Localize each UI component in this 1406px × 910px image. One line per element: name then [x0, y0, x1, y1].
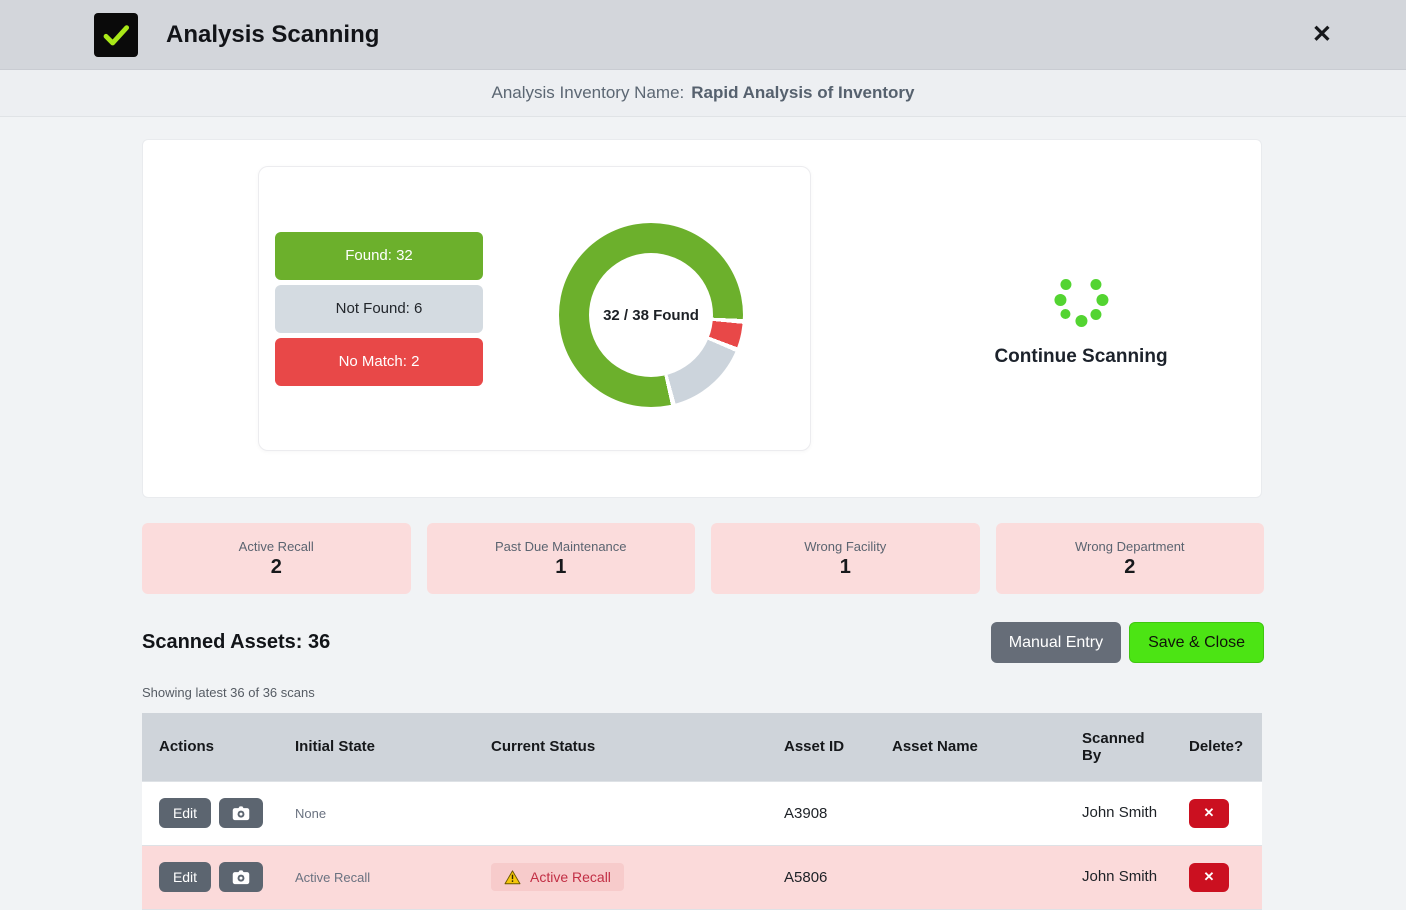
scanned-assets-table: Actions Initial State Current Status Ass… — [142, 713, 1262, 909]
scanned-assets-header: Scanned Assets: 36 Manual Entry Save & C… — [142, 622, 1264, 663]
continue-scanning-label: Continue Scanning — [994, 346, 1168, 367]
scanned-by-cell: John Smith — [1065, 780, 1172, 845]
found-count-button[interactable]: Found: 32 — [275, 231, 483, 280]
col-initial-state: Initial State — [278, 713, 474, 781]
scanned-assets-heading: Scanned Assets: 36 — [142, 631, 331, 653]
modal-title: Analysis Scanning — [166, 20, 380, 48]
continue-scanning-button[interactable]: Continue Scanning — [994, 270, 1168, 368]
active-recall-badge: Active Recall — [491, 863, 624, 892]
showing-scans-text: Showing latest 36 of 36 scans — [142, 685, 315, 700]
status-badge-label: Active Recall — [530, 869, 611, 886]
col-asset-name: Asset Name — [875, 713, 1065, 781]
warning-icon — [504, 870, 521, 884]
col-delete: Delete? — [1172, 713, 1262, 781]
delete-button[interactable]: ✕ — [1189, 798, 1229, 828]
asset-name-cell — [875, 844, 1065, 909]
col-actions: Actions — [142, 713, 278, 781]
manual-entry-button[interactable]: Manual Entry — [990, 622, 1122, 663]
table-row: Edit None A3908 John Smith ✕ — [142, 780, 1262, 845]
current-status-cell — [474, 780, 767, 845]
scanned-by-cell: John Smith — [1065, 844, 1172, 909]
camera-icon — [232, 806, 250, 821]
initial-state-cell: None — [278, 780, 474, 845]
initial-state-cell: Active Recall — [278, 844, 474, 909]
scan-summary-card: Found: 32 Not Found: 6 No Match: 2 32 / … — [142, 139, 1262, 498]
current-status-cell: Active Recall — [474, 844, 767, 909]
spinner-icon — [1051, 270, 1111, 330]
edit-button[interactable]: Edit — [159, 798, 211, 828]
asset-id-cell: A3908 — [767, 780, 875, 845]
delete-button[interactable]: ✕ — [1189, 862, 1229, 892]
camera-icon — [232, 870, 250, 885]
count-buttons: Found: 32 Not Found: 6 No Match: 2 — [275, 167, 483, 450]
stat-value: 1 — [555, 555, 567, 578]
edit-button[interactable]: Edit — [159, 862, 211, 893]
stat-card-active-recall: Active Recall 2 — [142, 523, 411, 594]
stat-value: 2 — [270, 555, 282, 578]
stat-label: Past Due Maintenance — [494, 538, 627, 554]
scan-results-panel: Found: 32 Not Found: 6 No Match: 2 32 / … — [258, 166, 811, 451]
donut-hole: 32 / 38 Found — [589, 253, 713, 377]
stat-label: Wrong Department — [1074, 538, 1185, 554]
col-current-status: Current Status — [474, 713, 767, 781]
camera-button[interactable] — [219, 798, 263, 828]
camera-button[interactable] — [219, 862, 263, 893]
not-found-count-button[interactable]: Not Found: 6 — [275, 284, 483, 333]
stat-value: 1 — [839, 555, 851, 578]
inventory-name-value: Rapid Analysis of Inventory — [691, 83, 915, 102]
modal-header: Analysis Scanning ✕ — [0, 0, 1406, 70]
asset-id-cell: A5806 — [767, 844, 875, 909]
table-header-row: Actions Initial State Current Status Ass… — [142, 713, 1262, 781]
close-icon[interactable]: ✕ — [1311, 20, 1332, 48]
inventory-name-bar: Analysis Inventory Name: Rapid Analysis … — [0, 70, 1406, 117]
no-match-count-button[interactable]: No Match: 2 — [275, 337, 483, 386]
inventory-name-label: Analysis Inventory Name: — [491, 83, 685, 102]
stat-value: 2 — [1124, 555, 1136, 578]
donut-center-label: 32 / 38 Found — [603, 306, 699, 324]
table-row: Edit Active Recall Active Recall A5806 J… — [142, 844, 1262, 909]
stat-label: Active Recall — [238, 538, 314, 554]
stat-label: Wrong Facility — [804, 538, 887, 554]
asset-name-cell — [875, 780, 1065, 845]
save-close-button[interactable]: Save & Close — [1129, 622, 1264, 663]
issue-stat-row: Active Recall 2 Past Due Maintenance 1 W… — [142, 523, 1264, 594]
stat-card-wrong-department: Wrong Department 2 — [995, 523, 1264, 594]
checkmark-icon — [94, 12, 138, 57]
stat-card-past-due-maintenance: Past Due Maintenance 1 — [426, 523, 695, 594]
found-donut-chart: 32 / 38 Found — [559, 223, 743, 407]
col-scanned-by: Scanned By — [1065, 713, 1172, 781]
col-asset-id: Asset ID — [767, 713, 875, 781]
stat-card-wrong-facility: Wrong Facility 1 — [711, 523, 980, 594]
